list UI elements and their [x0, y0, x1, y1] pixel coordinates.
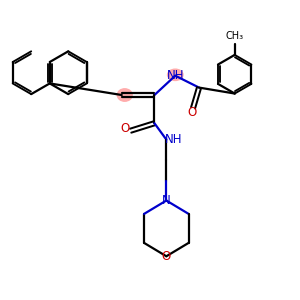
Text: O: O: [162, 250, 171, 263]
Text: NH: NH: [165, 133, 182, 146]
Text: CH₃: CH₃: [226, 32, 244, 41]
Text: N: N: [162, 194, 171, 207]
Text: O: O: [120, 122, 129, 135]
Ellipse shape: [167, 69, 183, 80]
Ellipse shape: [117, 89, 132, 101]
Text: NH: NH: [167, 69, 184, 82]
Text: O: O: [187, 106, 196, 119]
